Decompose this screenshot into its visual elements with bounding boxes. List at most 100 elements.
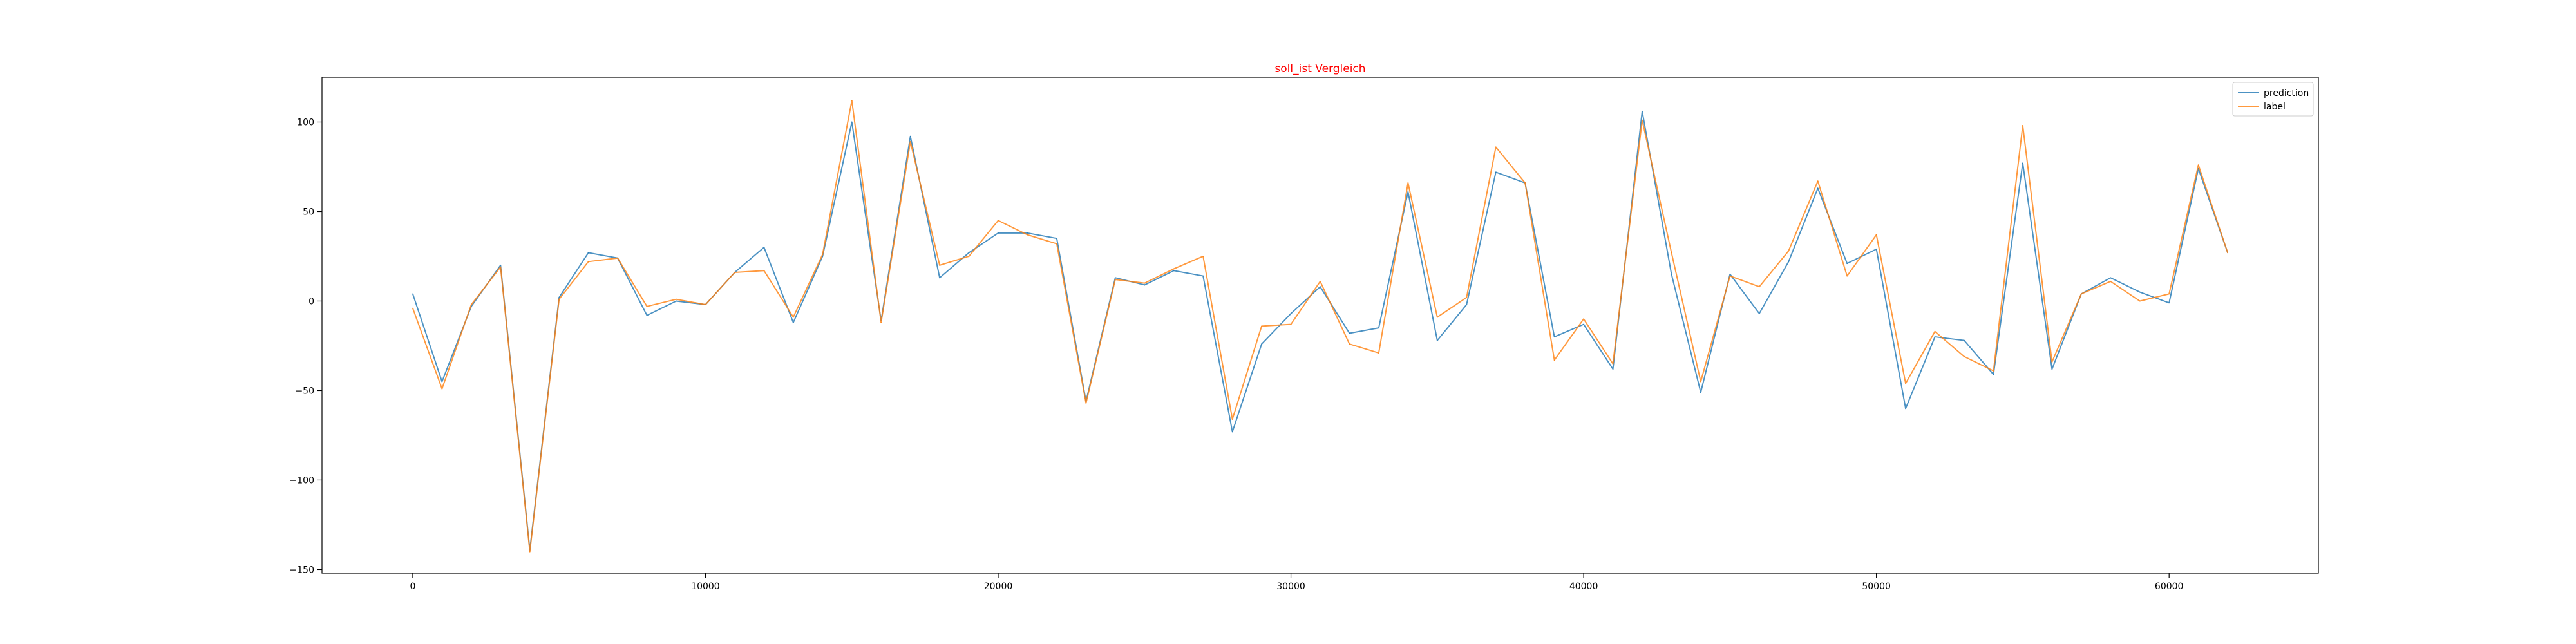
data-point bbox=[1759, 286, 1760, 288]
data-point bbox=[1583, 318, 1584, 320]
data-point bbox=[705, 304, 706, 305]
data-point bbox=[1642, 111, 1643, 112]
y-tick-label: 0 bbox=[308, 296, 314, 307]
data-point bbox=[1202, 275, 1204, 277]
data-point bbox=[1495, 171, 1497, 173]
data-point bbox=[1231, 431, 1233, 433]
legend-box bbox=[2232, 82, 2314, 117]
data-point bbox=[441, 388, 443, 390]
x-tick-label: 30000 bbox=[1276, 582, 1305, 592]
chart-title: soll_ist Vergleich bbox=[1274, 62, 1365, 75]
data-point bbox=[1788, 250, 1790, 252]
data-point bbox=[2081, 293, 2082, 295]
data-point bbox=[2197, 164, 2199, 166]
data-point bbox=[822, 254, 824, 255]
data-point bbox=[793, 316, 794, 318]
data-point bbox=[1817, 187, 1819, 189]
data-point bbox=[412, 293, 413, 295]
data-point bbox=[763, 270, 765, 272]
data-point bbox=[880, 322, 882, 323]
x-tick-label: 0 bbox=[410, 582, 415, 592]
data-point bbox=[500, 266, 502, 268]
data-point bbox=[2051, 361, 2053, 363]
legend-label-prediction: prediction bbox=[2264, 88, 2309, 99]
data-point bbox=[1144, 284, 1146, 286]
data-point bbox=[1027, 232, 1028, 234]
data-point bbox=[1964, 355, 1965, 357]
data-point bbox=[1231, 419, 1233, 420]
data-point bbox=[1553, 336, 1555, 337]
data-point bbox=[587, 252, 589, 254]
data-point bbox=[763, 247, 765, 248]
x-axis: 0 10000 20000 30000 40000 50000 60000 bbox=[410, 573, 2183, 592]
data-point bbox=[1320, 281, 1321, 282]
data-point bbox=[998, 232, 999, 234]
y-tick-label: −150 bbox=[290, 565, 314, 575]
data-point bbox=[500, 265, 502, 266]
data-point bbox=[968, 252, 970, 254]
data-point bbox=[2110, 281, 2112, 282]
data-point bbox=[909, 135, 911, 137]
data-point bbox=[1378, 352, 1379, 354]
data-point bbox=[1437, 339, 1438, 341]
data-point bbox=[1846, 263, 1848, 264]
plot-area bbox=[321, 77, 2319, 574]
data-point bbox=[1349, 332, 1350, 334]
data-point bbox=[1115, 277, 1116, 279]
data-point bbox=[2022, 162, 2023, 164]
data-point bbox=[1729, 273, 1731, 275]
data-point bbox=[676, 300, 677, 302]
data-point bbox=[1934, 336, 1936, 337]
data-point bbox=[998, 220, 999, 222]
data-point bbox=[1700, 381, 1701, 383]
data-point bbox=[1964, 339, 1965, 341]
data-point bbox=[851, 100, 853, 101]
data-point bbox=[1290, 313, 1292, 314]
data-point bbox=[1846, 275, 1848, 277]
data-point bbox=[1788, 261, 1790, 263]
data-point bbox=[1202, 256, 1204, 257]
data-point bbox=[2110, 277, 2112, 279]
data-point bbox=[1407, 191, 1409, 193]
data-point bbox=[734, 272, 735, 273]
data-point bbox=[968, 256, 970, 257]
data-point bbox=[1495, 146, 1497, 148]
data-point bbox=[1875, 249, 1877, 250]
data-point bbox=[851, 121, 853, 123]
data-point bbox=[471, 304, 472, 305]
data-point bbox=[1993, 374, 1994, 375]
data-point bbox=[2227, 252, 2228, 254]
data-point bbox=[646, 306, 648, 307]
y-tick-label: −100 bbox=[290, 475, 314, 486]
data-point bbox=[1524, 182, 1526, 184]
data-point bbox=[1934, 330, 1936, 332]
data-point bbox=[2051, 368, 2053, 370]
data-point bbox=[1056, 238, 1057, 239]
data-point bbox=[1349, 343, 1350, 345]
data-point bbox=[1085, 402, 1087, 404]
data-point bbox=[1290, 323, 1292, 325]
data-point bbox=[1700, 392, 1701, 393]
data-point bbox=[1261, 343, 1262, 345]
data-point bbox=[1027, 234, 1028, 236]
data-point bbox=[587, 261, 589, 263]
data-point bbox=[2168, 302, 2170, 304]
y-tick-label: 50 bbox=[303, 207, 314, 217]
series-points-label bbox=[412, 100, 2228, 553]
data-point bbox=[1173, 270, 1175, 272]
x-tick-label: 10000 bbox=[691, 582, 720, 592]
data-point bbox=[2022, 125, 2023, 126]
data-point bbox=[1378, 327, 1379, 328]
data-point bbox=[1759, 313, 1760, 314]
data-point bbox=[1583, 323, 1584, 325]
data-point bbox=[441, 381, 443, 383]
y-tick-label: −50 bbox=[295, 386, 314, 396]
data-point bbox=[1407, 182, 1409, 184]
data-point bbox=[2139, 291, 2141, 293]
data-point bbox=[2168, 293, 2170, 295]
data-point bbox=[1875, 234, 1877, 236]
data-point bbox=[558, 297, 560, 298]
data-point bbox=[646, 314, 648, 316]
